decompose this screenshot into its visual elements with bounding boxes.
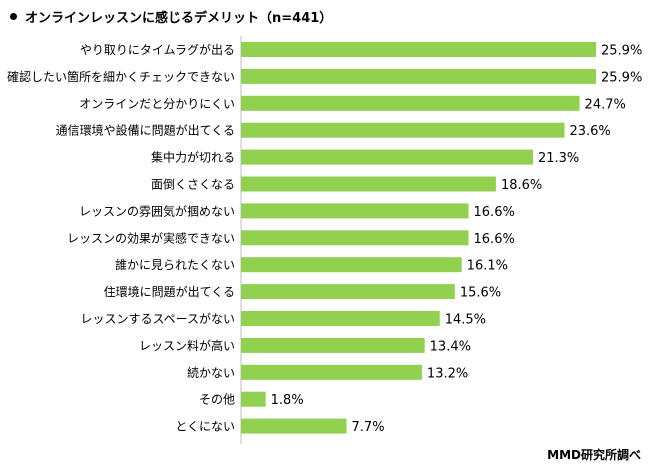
value-label: 1.8%	[271, 393, 304, 408]
value-label: 24.7%	[585, 97, 626, 112]
bars-group: やり取りにタイムラグが出る 25.9% 確認したい箇所を細かくチェックできない 25.…	[7, 42, 642, 435]
bar	[241, 418, 347, 434]
bar	[241, 391, 266, 407]
value-label: 21.3%	[538, 151, 579, 166]
category-label: 住環境に問題が出てくる	[104, 284, 235, 299]
category-label: 面倒くさくなる	[151, 178, 235, 192]
category-label: 確認したい箇所を細かくチェックできない	[7, 69, 235, 84]
value-label: 25.9%	[601, 70, 642, 85]
value-label: 18.6%	[501, 178, 542, 193]
chart-title: オンラインレッスンに感じるデメリット（n=441）	[10, 7, 332, 26]
bar	[241, 311, 440, 326]
category-label: レッスンするスペースがない	[80, 311, 235, 326]
value-label: 16.1%	[467, 259, 508, 274]
value-label: 23.6%	[569, 124, 610, 139]
source-note: MMD研究所調べ	[547, 448, 641, 462]
value-label: 16.6%	[474, 205, 515, 220]
category-label: 続かない	[187, 366, 235, 380]
bar	[241, 203, 469, 219]
bullet-icon	[10, 13, 17, 20]
bar	[241, 176, 496, 192]
category-label: 誰かに見られたくない	[115, 257, 235, 272]
value-label: 15.6%	[460, 286, 501, 301]
bar	[241, 149, 533, 165]
bar	[241, 284, 455, 300]
category-label: レッスンの雰囲気が掴めない	[79, 203, 235, 218]
bar	[241, 337, 425, 353]
value-label: 25.9%	[601, 44, 642, 59]
bar	[241, 95, 580, 111]
bar	[241, 68, 596, 84]
value-label: 16.6%	[474, 232, 515, 247]
value-label: 7.7%	[352, 420, 385, 435]
category-label: レッスンの効果が実感できない	[67, 230, 235, 245]
bar	[241, 122, 565, 138]
category-label: とくにない	[175, 420, 235, 434]
category-label: やり取りにタイムラグが出る	[80, 42, 235, 57]
value-label: 13.2%	[427, 366, 468, 381]
bar	[241, 364, 422, 380]
chart-title-text: オンラインレッスンに感じるデメリット（n=441）	[25, 11, 333, 26]
bar	[241, 230, 469, 246]
category-label: レッスン料が高い	[139, 338, 235, 353]
value-label: 14.5%	[445, 313, 486, 328]
bar	[241, 42, 596, 57]
value-label: 13.4%	[430, 339, 471, 354]
category-label: 通信環境や設備に問題が出てくる	[56, 123, 235, 138]
category-label: オンラインだと分かりにくい	[79, 97, 235, 111]
category-label: 集中力が切れる	[151, 150, 235, 165]
bar	[241, 257, 462, 273]
category-label: その他	[199, 393, 235, 407]
